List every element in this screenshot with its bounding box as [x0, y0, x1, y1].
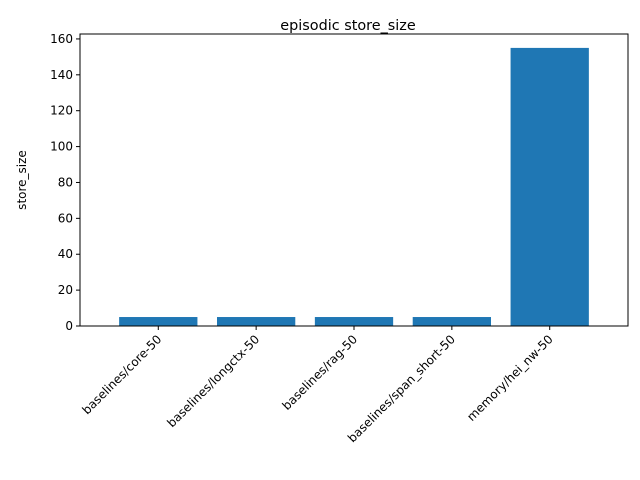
- chart-title: episodic store_size: [280, 18, 416, 34]
- y-tick-label-1: 20: [58, 283, 73, 297]
- x-axis: baselines/core-50 baselines/longctx-50 bas…: [79, 326, 556, 445]
- y-tick-label-7: 140: [50, 68, 73, 82]
- y-tick-label-8: 160: [50, 32, 73, 46]
- y-tick-label-3: 60: [58, 211, 73, 225]
- x-tick-label-3: baselines/span_short-50: [345, 332, 458, 445]
- y-axis-title: store_size: [15, 150, 29, 210]
- x-tick-label-0: baselines/core-50: [79, 332, 164, 417]
- x-tick-label-2: baselines/rag-50: [279, 332, 360, 413]
- bar-1: [217, 317, 296, 326]
- bar-2: [314, 317, 394, 326]
- x-tick-label-4: memory/hei_nw-50: [464, 332, 556, 424]
- y-tick-label-5: 100: [50, 140, 73, 154]
- x-tick-label-1: baselines/longctx-50: [164, 332, 262, 430]
- plot-frame: [79, 33, 629, 327]
- bar-4: [510, 47, 589, 327]
- y-tick-label-4: 80: [58, 175, 73, 189]
- y-tick-label-6: 120: [50, 104, 73, 118]
- y-tick-label-2: 40: [58, 247, 73, 261]
- y-axis: 0 20 40 60 80 100 120 140 160: [50, 32, 80, 333]
- bars-group: [119, 47, 589, 327]
- bar-0: [119, 317, 198, 326]
- bar-3: [412, 317, 491, 326]
- y-tick-label-0: 0: [65, 319, 73, 333]
